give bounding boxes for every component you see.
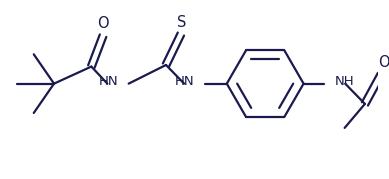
- Text: O: O: [97, 16, 109, 31]
- Text: S: S: [177, 15, 187, 30]
- Text: O: O: [378, 55, 389, 70]
- Text: HN: HN: [175, 75, 195, 88]
- Text: NH: NH: [335, 75, 354, 88]
- Text: HN: HN: [98, 75, 118, 88]
